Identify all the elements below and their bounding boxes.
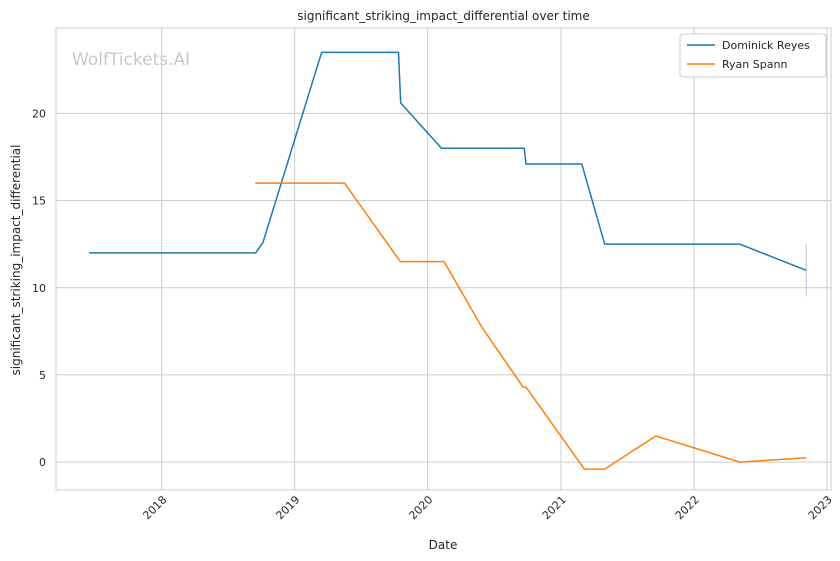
x-tick-label: 2022 <box>673 493 702 522</box>
legend: Dominick Reyes Ryan Spann <box>679 33 827 78</box>
watermark: WolfTickets.AI <box>72 50 190 70</box>
legend-label-dominick-reyes: Dominick Reyes <box>722 39 810 52</box>
legend-label-ryan-spann: Ryan Spann <box>722 58 787 71</box>
y-tick-label: 15 <box>32 195 46 208</box>
y-tick-label: 10 <box>32 282 46 295</box>
chart-title: significant_striking_impact_differential… <box>297 9 589 23</box>
y-axis-ticks: 0 5 10 15 20 <box>32 107 46 469</box>
series-line-ryan-spann <box>255 182 807 470</box>
grid <box>56 28 831 490</box>
x-tick-label: 2021 <box>540 493 569 522</box>
plot-background <box>55 27 832 491</box>
x-tick-label: 2019 <box>273 493 302 522</box>
series-layer <box>89 51 807 470</box>
y-tick-label: 0 <box>39 456 46 469</box>
x-axis-ticks: 2018 2019 2020 2021 2022 2023 <box>140 493 834 522</box>
x-tick-label: 2020 <box>406 493 435 522</box>
y-axis-label: significant_striking_impact_differential <box>9 145 23 376</box>
y-tick-label: 5 <box>39 369 46 382</box>
series-line-dominick-reyes <box>89 51 807 272</box>
x-axis-label: Date <box>429 538 458 552</box>
x-tick-label: 2023 <box>806 493 835 522</box>
y-tick-label: 20 <box>32 107 46 120</box>
legend-box <box>679 33 827 78</box>
x-tick-label: 2018 <box>140 493 169 522</box>
